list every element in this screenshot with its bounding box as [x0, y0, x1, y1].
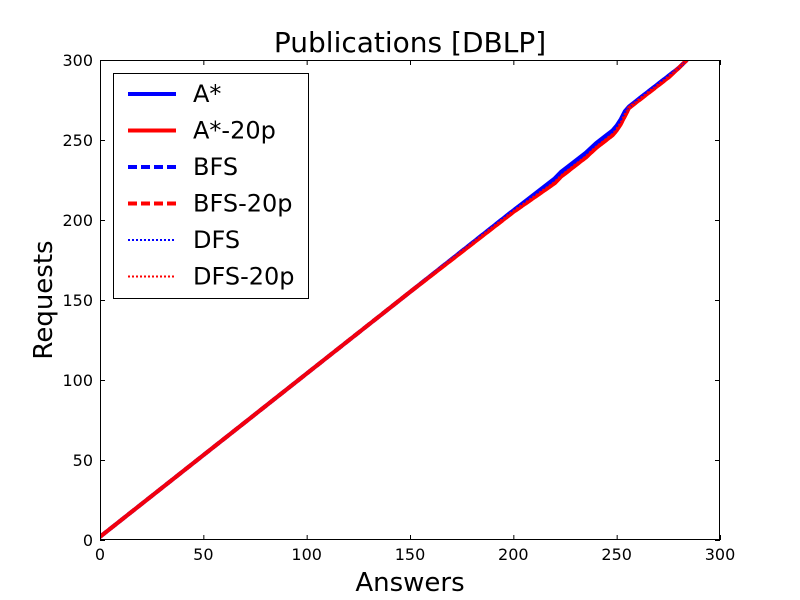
- x-tick-label-1: 50: [193, 545, 213, 564]
- x-axis-label: Answers: [355, 568, 464, 598]
- x-tick-label-3: 150: [395, 545, 426, 564]
- series-layer: [100, 60, 689, 539]
- legend: A* A*-20p BFS BFS-20p DFS DFS-20p: [113, 73, 309, 299]
- x-tick-label-6: 300: [705, 545, 736, 564]
- y-tick-label-0: 0: [83, 531, 93, 550]
- x-tick-label-4: 200: [498, 545, 529, 564]
- y-tick-label-5: 250: [62, 131, 93, 150]
- x-tick-label-2: 100: [291, 545, 322, 564]
- series-line-4: [100, 60, 688, 538]
- legend-box: [113, 73, 309, 299]
- series-line-3: [100, 60, 689, 539]
- x-tick-label-5: 250: [601, 545, 632, 564]
- y-tick-label-6: 300: [62, 51, 93, 70]
- chart-title: Publications [DBLP]: [274, 26, 546, 59]
- legend-label-3: BFS-20p: [193, 190, 293, 218]
- y-axis-label: Requests: [29, 240, 59, 359]
- legend-label-1: A*-20p: [193, 117, 276, 145]
- legend-label-0: A*: [193, 80, 221, 108]
- legend-label-4: DFS: [193, 226, 240, 254]
- y-tick-label-3: 150: [62, 291, 93, 310]
- y-tick-label-4: 200: [62, 211, 93, 230]
- x-tick-label-0: 0: [95, 545, 105, 564]
- legend-label-5: DFS-20p: [193, 263, 295, 291]
- y-tick-label-1: 50: [73, 451, 93, 470]
- ticks-layer: 0 50 100 150 200 250 300 0 50 100 150 200 250 300: [62, 51, 735, 564]
- legend-label-2: BFS: [193, 153, 238, 181]
- y-tick-label-2: 100: [62, 371, 93, 390]
